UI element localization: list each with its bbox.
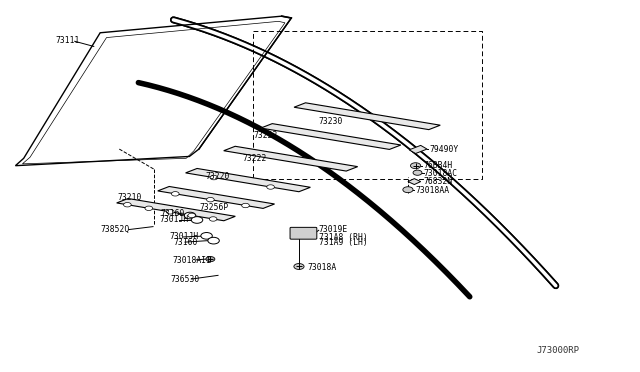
Text: 73230: 73230 <box>319 117 343 126</box>
Polygon shape <box>408 179 420 185</box>
Circle shape <box>184 212 196 219</box>
Text: 731A9 (LH): 731A9 (LH) <box>319 238 367 247</box>
Circle shape <box>294 263 304 269</box>
Text: 73018AC: 73018AC <box>424 169 458 177</box>
Polygon shape <box>294 103 440 129</box>
Circle shape <box>267 185 275 189</box>
Text: 73019E: 73019E <box>319 225 348 234</box>
Circle shape <box>145 206 152 211</box>
Text: 73256P: 73256P <box>199 203 228 212</box>
Text: 73210: 73210 <box>117 193 141 202</box>
Circle shape <box>403 187 413 193</box>
Text: 7301JH: 7301JH <box>159 215 189 224</box>
Text: 73852Q: 73852Q <box>100 225 129 234</box>
Text: 731A8 (RH): 731A8 (RH) <box>319 233 367 242</box>
Text: 73222: 73222 <box>243 154 267 163</box>
Text: 73160: 73160 <box>161 209 185 218</box>
Text: 79490Y: 79490Y <box>429 145 459 154</box>
Text: 7301JH: 7301JH <box>170 232 199 241</box>
Circle shape <box>209 217 217 221</box>
Circle shape <box>208 237 220 244</box>
Circle shape <box>124 202 131 207</box>
Polygon shape <box>186 169 310 192</box>
Text: 76832N: 76832N <box>423 177 452 186</box>
Circle shape <box>210 175 218 180</box>
Circle shape <box>166 210 174 214</box>
Text: 73018A: 73018A <box>307 263 337 272</box>
Polygon shape <box>260 124 401 150</box>
Text: 73018AII: 73018AII <box>172 256 211 265</box>
Text: 73018AA: 73018AA <box>415 186 450 195</box>
Text: 73223: 73223 <box>253 131 278 140</box>
Polygon shape <box>157 186 275 208</box>
Text: 76BB4H: 76BB4H <box>423 161 452 170</box>
Circle shape <box>201 232 212 239</box>
Polygon shape <box>409 145 427 154</box>
Circle shape <box>206 257 215 262</box>
Text: J73000RP: J73000RP <box>537 346 580 355</box>
Circle shape <box>410 163 420 169</box>
Circle shape <box>242 203 250 208</box>
Text: 73220: 73220 <box>205 172 230 181</box>
Circle shape <box>413 170 422 175</box>
Text: 736530: 736530 <box>170 275 200 283</box>
Polygon shape <box>224 146 358 171</box>
Circle shape <box>207 198 214 202</box>
Text: 73160: 73160 <box>173 238 198 247</box>
Circle shape <box>191 217 203 223</box>
Circle shape <box>188 213 195 218</box>
FancyBboxPatch shape <box>290 227 317 239</box>
Circle shape <box>172 192 179 196</box>
Text: 73111: 73111 <box>56 36 80 45</box>
Polygon shape <box>116 199 236 221</box>
